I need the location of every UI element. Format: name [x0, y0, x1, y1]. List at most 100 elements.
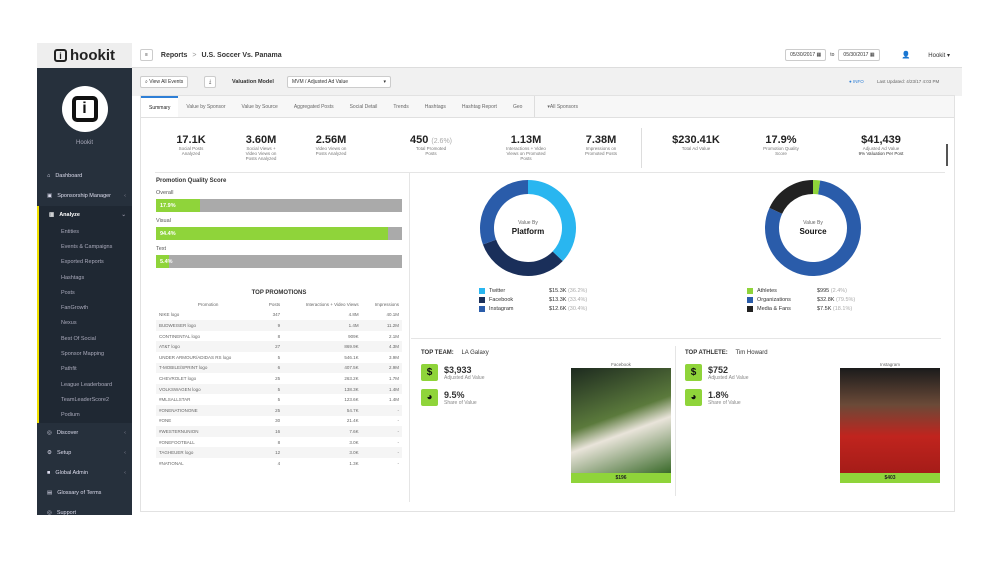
tab-value-by-source[interactable]: Value by Source: [241, 103, 278, 110]
book-icon: ▤: [47, 489, 53, 496]
table-row[interactable]: CONTINENTAL logo 8 909K 2.1M: [156, 331, 402, 342]
kpi-card: 450 (2.6%) Total Promoted Posts: [409, 134, 453, 156]
table-row[interactable]: #NATIONAL 4 1.3K -: [156, 458, 402, 469]
tab-aggregated-posts[interactable]: Aggregated Posts: [293, 103, 334, 110]
sidebar-item-entities[interactable]: Entities: [61, 228, 80, 235]
sidebar-item-pathfit[interactable]: Pathfit: [61, 366, 77, 373]
sidebar-item-nexus[interactable]: Nexus: [61, 320, 77, 327]
table-row[interactable]: VOLKSWAGEN logo 5 138.3K 1.4M: [156, 383, 402, 395]
pqs-title: Promotion Quality Score: [156, 178, 227, 184]
table-row[interactable]: #WESTERNUNION 16 7.6K -: [156, 426, 402, 437]
column-header[interactable]: Interactions + Video Views: [305, 301, 359, 307]
tab-summary[interactable]: Summary: [141, 96, 179, 117]
view-all-events-button[interactable]: ⌕ View All Events: [140, 76, 189, 88]
table-row[interactable]: CHEVROLET logo 25 263.2K 1.7M: [156, 373, 402, 384]
table-cell: 123.6K: [344, 397, 359, 403]
valuation-model-select[interactable]: MVM / Adjusted Ad Value ▾: [287, 76, 391, 88]
tab-hashtags[interactable]: Hashtags: [424, 103, 446, 110]
table-cell: 5: [277, 354, 281, 360]
scrollbar[interactable]: [946, 144, 948, 166]
table-cell: #NATIONAL: [159, 460, 184, 466]
date-to-input[interactable]: 05/30/2017 ▦: [838, 49, 880, 61]
table-cell: -: [361, 447, 402, 458]
table-cell: #WESTERNUNION: [156, 426, 261, 437]
table-row[interactable]: UNDER ARMOUR/ADIDAS RS logo 5 546.1K 3.9M: [156, 352, 402, 363]
pqs-bar-overall: 17.9%: [156, 199, 402, 212]
table-cell: 2.1M: [388, 333, 399, 339]
card-entity-name[interactable]: LA Galaxy: [461, 350, 489, 356]
tab-hashtag-report[interactable]: Hashtag Report: [461, 103, 497, 110]
sidebar-item-best-of-social[interactable]: Best Of Social: [61, 335, 96, 342]
tab-value-by-sponsor[interactable]: Value by Sponsor: [186, 103, 226, 110]
table-row[interactable]: NIKE logo 347 4.8M 40.1M: [156, 310, 402, 321]
table-cell: 9: [260, 320, 284, 331]
top-team-card: TOP TEAM: LA Galaxy $ $3,933 Adjusted Ad V…: [421, 350, 671, 490]
donut-slice-media-fans[interactable]: [769, 180, 814, 215]
sidebar-item-support[interactable]: ◎ Support: [47, 509, 77, 516]
tab-bar: Summary Value by Sponsor Value by Source Ag…: [141, 96, 954, 118]
sidebar-item-sponsorship-manager[interactable]: ▣ Sponsorship Manager ‹: [47, 193, 126, 199]
date-from-input[interactable]: 05/30/2017 ▦: [785, 49, 827, 61]
sidebar-item-podium[interactable]: Podium: [61, 412, 80, 419]
legend-value: $13.3K (33.4%): [549, 297, 588, 303]
sidebar-item-discover[interactable]: ◎ Discover ‹: [47, 429, 126, 436]
table-cell: T-MOBILE/SPRINT logo: [156, 362, 261, 374]
sidebar-item-glossary-of-terms[interactable]: ▤ Glossary of Terms: [47, 489, 102, 496]
sidebar-item-events-campaigns[interactable]: Events & Campaigns: [61, 243, 113, 250]
sidebar-item-setup[interactable]: ⚙ Setup ‹: [47, 449, 126, 456]
donut-slice-instagram[interactable]: [480, 180, 529, 245]
table-cell: -: [397, 418, 400, 424]
table-row[interactable]: T-MOBILE/SPRINT logo 6 407.5K 2.9M: [156, 362, 402, 374]
table-cell: 21.4K: [346, 418, 359, 424]
sidebar-item-exported-reports[interactable]: Exported Reports: [61, 259, 104, 266]
donut-center-subtitle: Platform: [512, 227, 544, 236]
sidebar-item-global-admin[interactable]: ■ Global Admin ‹: [47, 469, 126, 476]
sidebar-item-dashboard[interactable]: ⌂ Dashboard: [47, 173, 83, 179]
table-row[interactable]: BUDWEISER logo 9 1.4M 11.2M: [156, 320, 402, 331]
column-header[interactable]: Posts: [268, 301, 281, 307]
tab-geo[interactable]: Geo: [512, 103, 523, 110]
tab-all-sponsors[interactable]: ▾ All Sponsors: [534, 96, 586, 117]
donut-slice-facebook[interactable]: [482, 239, 563, 276]
table-cell: 11.2M: [361, 320, 402, 331]
hookit-logo-icon: i: [54, 49, 67, 62]
download-button[interactable]: ⤓: [204, 76, 217, 88]
column-header[interactable]: Impressions: [374, 301, 399, 307]
table-row[interactable]: #ONE 30 21.4K -: [156, 416, 402, 427]
table-row[interactable]: #MLSALLSTAR 5 123.6K 1.4M: [156, 394, 402, 405]
sidebar-item-hashtags[interactable]: Hashtags: [61, 274, 85, 281]
sidebar-item-league-leaderboard[interactable]: League Leaderboard: [61, 381, 113, 388]
table-row[interactable]: TAGHEUER logo 12 3.0K -: [156, 447, 402, 458]
donut-slice-twitter[interactable]: [527, 180, 576, 262]
table-row[interactable]: AT&T logo 27 869.9K 4.3M: [156, 341, 402, 352]
sidebar-item-analyze[interactable]: ▥ Analyze ⌄: [49, 212, 126, 218]
report-panel: Summary Value by Sponsor Value by Source Ag…: [140, 95, 955, 512]
pqs-bar-fill: 94.4%: [156, 227, 389, 240]
sidebar-item-teamleaderscore2[interactable]: TeamLeaderScore2: [61, 396, 110, 403]
info-link[interactable]: ● INFO: [849, 79, 864, 84]
sidebar-item-sponsor-mapping[interactable]: Sponsor Mapping: [61, 351, 105, 358]
sidebar-item-fangrowth[interactable]: FanGrowth: [61, 305, 89, 312]
column-header[interactable]: Promotion: [197, 301, 219, 307]
sidebar-item-posts[interactable]: Posts: [61, 289, 75, 296]
table-row[interactable]: #ONEFOOTBALL 8 3.0K -: [156, 437, 402, 448]
breadcrumb-reports[interactable]: Reports: [160, 51, 188, 59]
user-icon[interactable]: 👤: [901, 52, 911, 59]
donut-slice-organizations[interactable]: [765, 180, 861, 276]
card-entity-name[interactable]: Tim Howard: [735, 350, 768, 356]
top-post-photo[interactable]: [571, 368, 671, 473]
table-cell: 1.4M: [283, 320, 362, 331]
last-updated: Last Updated: 4/23/17 4:03 PM: [877, 79, 940, 84]
top-post-photo[interactable]: [840, 368, 940, 473]
valuation-model-label: Valuation Model: [232, 79, 274, 85]
kpi-card: 17.1K Social Posts Analyzed: [176, 134, 206, 156]
user-menu[interactable]: Hookit ▾: [928, 52, 950, 59]
tab-trends[interactable]: Trends: [393, 103, 409, 110]
table-row[interactable]: #ONENATIONONE 25 54.7K -: [156, 404, 402, 416]
legend-label: Athletes: [757, 288, 777, 294]
hookit-logo[interactable]: i hookit: [37, 43, 132, 68]
menu-toggle-button[interactable]: ≡: [140, 49, 153, 61]
tab-social-detail[interactable]: Social Detail: [349, 103, 378, 110]
legend-label: Twitter: [489, 288, 506, 294]
